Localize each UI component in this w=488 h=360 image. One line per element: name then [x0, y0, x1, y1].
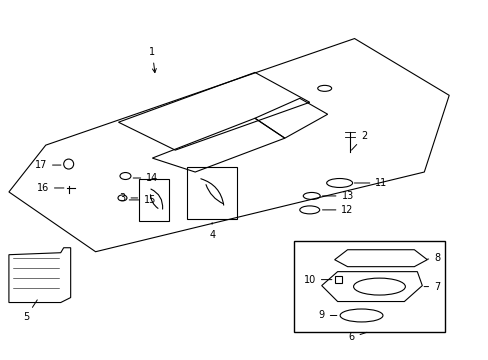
Text: 16: 16 — [37, 183, 64, 193]
Text: 14: 14 — [133, 173, 158, 183]
Text: 6: 6 — [348, 332, 366, 342]
Text: 9: 9 — [318, 310, 336, 320]
Text: 8: 8 — [426, 253, 439, 263]
Text: 15: 15 — [129, 195, 156, 205]
Text: 12: 12 — [322, 205, 353, 215]
Text: 10: 10 — [303, 275, 331, 285]
Text: 11: 11 — [354, 178, 387, 188]
Text: 2: 2 — [351, 131, 367, 150]
Text: 13: 13 — [322, 191, 353, 201]
Bar — [334, 276, 341, 283]
Text: 17: 17 — [35, 160, 61, 170]
Text: 1: 1 — [149, 48, 156, 73]
Text: 4: 4 — [209, 222, 215, 240]
Text: 5: 5 — [22, 300, 37, 323]
Text: 3: 3 — [119, 193, 137, 203]
Text: 7: 7 — [423, 282, 440, 292]
